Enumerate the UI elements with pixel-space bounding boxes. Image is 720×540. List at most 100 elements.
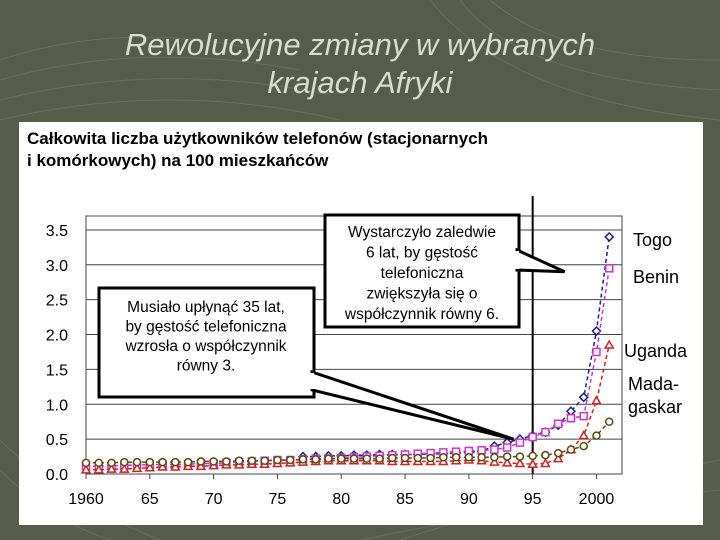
data-point-benin	[502, 443, 512, 452]
data-point-uganda	[157, 461, 168, 471]
data-point-madagaskar	[464, 453, 474, 462]
series-label-benin: Benin	[633, 267, 679, 287]
data-point-uganda	[540, 458, 551, 468]
data-point-uganda	[552, 453, 564, 463]
chart-title-line-1: Całkowita liczba użytkowników telefonów …	[27, 129, 488, 148]
data-point-uganda	[118, 463, 130, 473]
data-point-madagaskar	[528, 451, 537, 461]
annotation-6-years-line: zwiększyła się o	[366, 286, 477, 303]
annotation-pointer-6-years	[515, 247, 566, 274]
data-point-benin	[477, 446, 486, 455]
data-point-madagaskar	[183, 457, 193, 467]
data-point-madagaskar	[298, 455, 308, 464]
data-point-uganda	[514, 458, 526, 468]
data-point-madagaskar	[541, 450, 550, 460]
annotation-6-years-line: współczynnik równy 6.	[344, 306, 499, 323]
x-tick-label: 95	[524, 491, 542, 508]
data-point-uganda	[80, 464, 92, 474]
series-label-madagaskar-line-2: gaskar	[628, 397, 682, 417]
data-point-madagaskar	[553, 448, 563, 458]
data-point-madagaskar	[336, 454, 346, 463]
data-point-madagaskar	[158, 457, 167, 467]
data-point-madagaskar	[222, 457, 231, 466]
y-tick-label: 2.5	[46, 293, 68, 310]
annotation-35-years-line: równy 3.	[177, 358, 236, 375]
series-label-uganda: Uganda	[624, 341, 688, 361]
data-point-madagaskar	[388, 453, 397, 463]
data-point-madagaskar	[196, 457, 206, 466]
series-label-togo: Togo	[633, 230, 672, 250]
annotation-35-years-line: wzrosła o współczynnik	[124, 338, 286, 355]
y-tick-label: 2.0	[46, 328, 68, 345]
data-point-madagaskar	[349, 454, 359, 463]
x-tick-label: 70	[205, 491, 223, 508]
data-point-uganda	[131, 462, 143, 473]
y-tick-label: 3.5	[46, 223, 68, 240]
chart-title: Całkowita liczba użytkowników telefonów …	[27, 128, 697, 172]
data-point-madagaskar	[477, 453, 486, 462]
data-point-madagaskar	[81, 458, 91, 468]
slide-title-line-2: krajach Afryki	[267, 65, 453, 100]
data-point-uganda	[603, 339, 615, 349]
data-point-benin	[553, 419, 563, 429]
data-point-benin	[515, 438, 525, 447]
data-point-uganda	[578, 430, 590, 440]
data-point-madagaskar	[566, 445, 576, 454]
data-point-benin	[592, 347, 601, 357]
chart-panel: Całkowita liczba użytkowników telefonów …	[19, 122, 703, 525]
telephone-density-chart: 0.0 0.5 1.0 1.5 2.0 2.5 3.0 3.5 1960 65 70 75 80 85 90…	[46, 196, 688, 508]
data-point-madagaskar	[107, 458, 116, 468]
data-point-madagaskar	[375, 454, 384, 463]
data-point-madagaskar	[311, 455, 320, 464]
data-point-madagaskar	[413, 453, 423, 463]
data-point-uganda	[489, 456, 500, 466]
x-tick-label: 1960	[68, 491, 104, 508]
data-point-uganda	[501, 457, 513, 467]
slide-title: Rewolucyjne zmiany w wybranych krajach A…	[60, 26, 660, 102]
chart-title-line-2: i komórkowych) na 100 mieszkańców	[27, 151, 329, 170]
data-point-benin	[528, 432, 537, 442]
data-point-togo	[604, 231, 615, 242]
annotation-6-years-line: 6 lat, by gęstość	[366, 245, 478, 262]
data-point-madagaskar	[579, 441, 588, 451]
x-tick-label: 85	[396, 491, 414, 508]
data-point-uganda	[93, 464, 105, 474]
data-point-madagaskar	[209, 457, 218, 466]
data-point-benin	[541, 427, 550, 437]
data-point-benin	[566, 413, 576, 423]
y-tick-label: 1.5	[46, 362, 68, 379]
annotation-box-6-years	[323, 213, 521, 329]
x-tick-label: 75	[269, 491, 287, 508]
annotation-6-years-line: Wystarczyło zaledwie	[348, 224, 496, 241]
data-point-madagaskar	[234, 456, 244, 466]
y-tick-label: 0.5	[46, 432, 68, 449]
data-point-madagaskar	[171, 457, 180, 467]
x-tick-label: 90	[460, 491, 478, 508]
data-point-madagaskar	[604, 417, 614, 426]
data-point-madagaskar	[132, 457, 142, 467]
y-tick-label: 0.0	[46, 467, 68, 484]
data-point-togo	[591, 325, 602, 337]
annotation-35-years-line: Musiało upłynąć 35 lat,	[127, 299, 285, 316]
x-tick-label: 80	[332, 491, 350, 508]
data-point-uganda	[144, 462, 156, 472]
data-point-madagaskar	[285, 455, 295, 465]
data-point-madagaskar	[426, 453, 435, 463]
data-point-uganda	[527, 458, 538, 468]
annotation-box-35-years	[97, 286, 316, 399]
data-point-madagaskar	[502, 452, 512, 461]
x-tick-label: 65	[141, 491, 159, 508]
data-point-madagaskar	[515, 452, 525, 461]
data-point-madagaskar	[362, 454, 372, 463]
data-point-benin	[579, 411, 588, 421]
data-point-madagaskar	[592, 431, 601, 440]
data-point-madagaskar	[400, 453, 410, 463]
data-point-madagaskar	[451, 453, 461, 462]
data-point-madagaskar	[273, 455, 282, 465]
data-point-madagaskar	[490, 453, 499, 462]
annotation-6-years-line: telefoniczna	[381, 265, 464, 282]
x-tick-label: 2000	[579, 491, 615, 508]
y-tick-label: 1.0	[46, 397, 68, 414]
data-point-madagaskar	[324, 454, 333, 463]
y-tick-label: 3.0	[46, 258, 68, 275]
